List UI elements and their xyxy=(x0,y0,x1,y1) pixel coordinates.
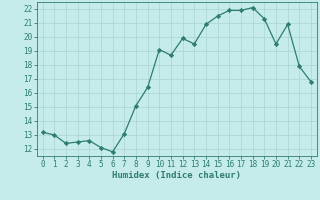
X-axis label: Humidex (Indice chaleur): Humidex (Indice chaleur) xyxy=(112,171,241,180)
